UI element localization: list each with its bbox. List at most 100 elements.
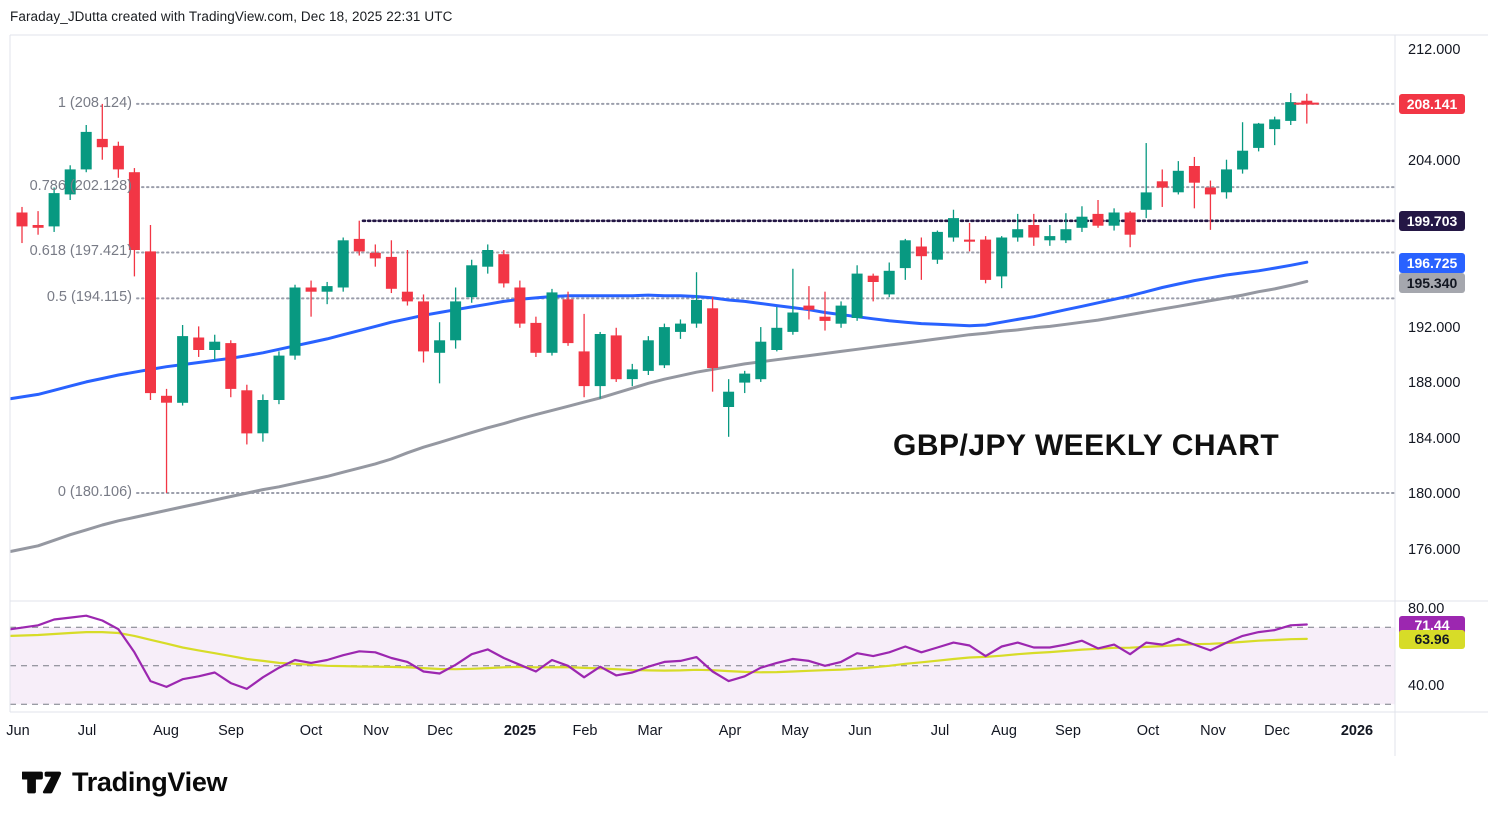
candle	[819, 316, 831, 321]
time-axis-month-label: Apr	[718, 723, 742, 739]
candle	[530, 322, 542, 353]
price-axis-label: 184.000	[1408, 431, 1461, 447]
candle	[964, 239, 975, 242]
candle	[1221, 169, 1232, 193]
candle	[401, 291, 413, 302]
candle	[658, 327, 670, 366]
candle	[594, 334, 606, 387]
candle	[369, 252, 381, 259]
time-axis-month-label: May	[781, 723, 809, 739]
candle	[1204, 187, 1216, 195]
fib-label: 0.5 (194.115)	[46, 289, 132, 306]
candle	[578, 351, 590, 387]
candle	[1172, 170, 1184, 193]
price-axis-label: 180.000	[1408, 486, 1461, 502]
candle	[835, 305, 847, 324]
candle	[642, 340, 654, 371]
candle	[418, 301, 429, 352]
candle	[353, 238, 365, 252]
candle	[787, 312, 799, 332]
tradingview-logo-text: TradingView	[72, 767, 228, 797]
time-axis-month-label: Nov	[1200, 723, 1226, 739]
price-axis-label: 176.000	[1408, 542, 1461, 558]
candle	[64, 169, 76, 195]
candle	[675, 323, 686, 332]
fib-label: 1 (208.124)	[57, 94, 132, 111]
candle	[1140, 192, 1152, 210]
candle	[1253, 123, 1265, 148]
time-axis-month-label: Nov	[363, 723, 389, 739]
candle	[691, 300, 702, 324]
candle	[1044, 236, 1056, 241]
price-axis-label: 192.000	[1408, 320, 1461, 336]
candle	[610, 335, 622, 380]
chart-watermark: GBP/JPY WEEKLY CHART	[893, 429, 1280, 462]
candle	[96, 138, 108, 148]
candle	[755, 341, 767, 380]
time-axis-month-label: Jun	[6, 723, 30, 739]
time-axis-month-label: Oct	[1136, 723, 1160, 739]
ma200-line	[10, 279, 1309, 553]
time-axis-month-label: Aug	[991, 723, 1017, 739]
candle	[851, 273, 863, 318]
candle	[1237, 150, 1249, 170]
price-axis-label: 40.00	[1408, 678, 1445, 694]
candle	[1156, 181, 1168, 188]
credit-text: Faraday_JDutta created with TradingView.…	[10, 9, 453, 24]
tradingview-logo[interactable]: TradingView	[22, 767, 228, 798]
rsi-ma-line	[10, 630, 1308, 674]
candle	[771, 327, 783, 350]
candle	[482, 250, 494, 267]
candle	[225, 343, 237, 389]
time-axis-month-label: Aug	[153, 723, 179, 739]
rsi-pane[interactable]	[10, 614, 1395, 705]
candle	[177, 336, 189, 403]
candle	[209, 341, 221, 350]
candle	[931, 231, 943, 260]
time-axis-month-label: Jul	[930, 723, 950, 739]
candle	[257, 400, 269, 434]
candle	[1285, 102, 1297, 121]
time-axis-year-label: 2025	[503, 723, 537, 739]
candle	[948, 218, 959, 238]
fib-label: 0 (180.106)	[57, 483, 132, 500]
price-axis[interactable]: 212.000 204.000 192.000 188.000 184.000 180.0…	[1396, 35, 1488, 756]
candle	[546, 292, 558, 353]
ma200-price-badge: 195.340	[1399, 273, 1465, 293]
candle	[1060, 229, 1072, 241]
rsi-ma-value-badge: 63.96	[1399, 630, 1465, 649]
candle	[1108, 212, 1120, 226]
candle	[498, 254, 510, 284]
candle	[80, 131, 92, 170]
time-axis-month-label: Jun	[848, 723, 872, 739]
candlestick-series	[16, 93, 1313, 493]
candle	[305, 287, 317, 292]
candle	[915, 246, 927, 257]
candle	[273, 355, 285, 400]
ma50-price-badge: 196.725	[1399, 252, 1465, 273]
candle	[241, 390, 253, 434]
candle	[145, 251, 156, 394]
time-axis-month-label: Mar	[637, 723, 663, 739]
last-price-badge: 208.141	[1399, 93, 1465, 114]
candle	[1188, 166, 1200, 183]
candle	[707, 308, 719, 368]
candle	[321, 286, 333, 292]
fib-label: 0.786 (202.128)	[29, 178, 132, 195]
candle	[980, 239, 992, 280]
fib-label: 0.618 (197.421)	[29, 243, 132, 260]
tradingview-logo-icon	[22, 771, 62, 794]
candle	[1269, 119, 1281, 130]
candle	[1076, 216, 1088, 228]
time-axis-month-label: Sep	[218, 723, 244, 739]
time-axis-month-label: Jul	[77, 723, 97, 739]
candle	[996, 237, 1008, 277]
time-axis[interactable]: Jun Jul Aug Sep Oct Nov Dec 2025 Feb Mar Apr May Jun…	[0, 712, 1488, 756]
main-pane[interactable]	[10, 93, 1395, 553]
candle	[161, 395, 172, 403]
price-axis-label: 188.000	[1408, 375, 1461, 391]
price-axis-label: 212.000	[1408, 42, 1461, 58]
candle	[193, 337, 205, 350]
